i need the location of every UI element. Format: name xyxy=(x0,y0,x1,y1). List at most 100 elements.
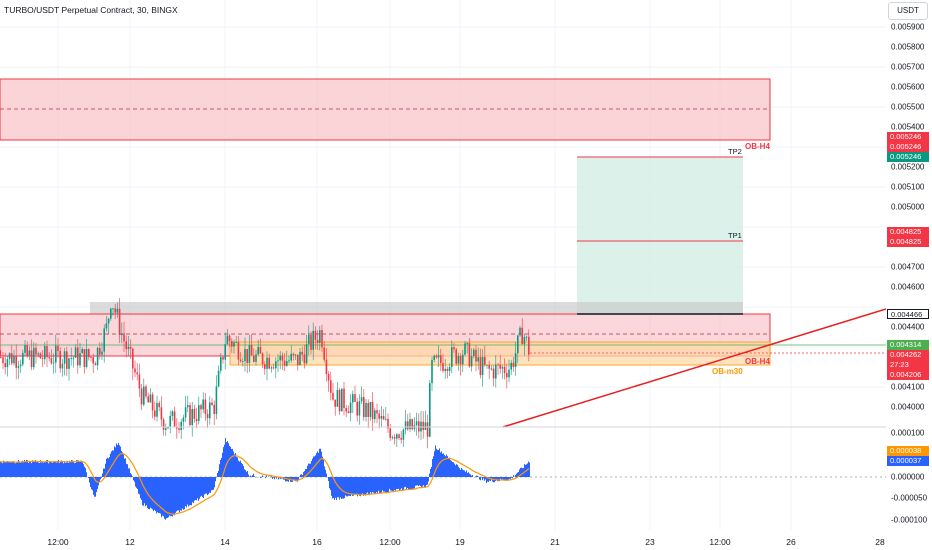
candle-body xyxy=(457,355,460,364)
histogram-bar xyxy=(213,477,214,490)
histogram-bar xyxy=(395,477,396,491)
histogram-bar xyxy=(442,453,443,477)
histogram-bar xyxy=(168,477,169,518)
histogram-bar xyxy=(242,464,243,477)
histogram-bar xyxy=(469,473,470,477)
candle-body xyxy=(327,374,330,381)
candle-body xyxy=(206,413,209,419)
chart-area[interactable]: TURBO/USDT Perpetual Contract, 30, BINGX… xyxy=(0,0,932,530)
histogram-bar xyxy=(44,462,45,477)
candle-body xyxy=(136,372,138,375)
histogram-bar xyxy=(408,477,409,490)
candle-body xyxy=(178,428,180,431)
histogram-bar xyxy=(187,477,188,505)
candle-body xyxy=(154,410,156,417)
histogram-bar xyxy=(35,460,36,477)
histogram-bar xyxy=(346,477,347,497)
histogram-bar xyxy=(399,477,400,491)
candle-body xyxy=(41,358,44,360)
histogram-bar xyxy=(251,476,252,477)
candle-body xyxy=(30,350,33,368)
symbol-title[interactable]: TURBO/USDT Perpetual Contract, 30, BINGX xyxy=(4,5,178,15)
candle-body xyxy=(116,308,119,313)
histogram-bar xyxy=(322,456,323,477)
histogram-bar xyxy=(411,477,412,489)
histogram-bar xyxy=(193,477,194,504)
histogram-bar xyxy=(130,473,131,477)
candle-body xyxy=(415,421,418,426)
candle-body xyxy=(220,357,222,371)
osc-tag-signal: 0.000038 xyxy=(887,446,929,456)
histogram-bar xyxy=(62,461,63,477)
histogram-bar xyxy=(419,477,420,486)
candle-body xyxy=(497,364,499,366)
price-tick: 0.005200 xyxy=(891,162,925,172)
candle-body xyxy=(57,345,59,352)
candle-body xyxy=(37,353,39,355)
histogram-bar xyxy=(106,458,107,477)
candle-body xyxy=(275,361,277,369)
candle-body xyxy=(231,341,233,347)
histogram-bar xyxy=(104,468,105,477)
candle-body xyxy=(356,401,358,416)
candle-body xyxy=(519,327,521,336)
histogram-bar xyxy=(159,477,160,514)
stop-box xyxy=(90,302,743,314)
histogram-bar xyxy=(428,477,429,482)
histogram-bar xyxy=(97,477,98,490)
candle-body xyxy=(228,335,231,342)
histogram-bar xyxy=(450,460,451,477)
candle-body xyxy=(503,366,506,374)
candle-body xyxy=(257,346,259,355)
histogram-bar xyxy=(199,477,200,499)
chart-canvas[interactable] xyxy=(0,0,932,530)
candle-body xyxy=(39,353,42,359)
histogram-bar xyxy=(95,477,96,497)
candle-body xyxy=(182,417,185,422)
candle-body xyxy=(411,419,413,430)
histogram-bar xyxy=(495,477,496,482)
histogram-bar xyxy=(192,477,193,503)
candle-body xyxy=(409,419,411,430)
histogram-bar xyxy=(9,462,10,477)
histogram-bar xyxy=(68,462,69,477)
price-scale[interactable]: 0.005900 0.005800 0.005700 0.005600 0.00… xyxy=(886,0,932,530)
histogram-bar xyxy=(47,459,48,477)
histogram-bar xyxy=(222,452,223,477)
histogram-bar xyxy=(508,477,509,480)
candle-body xyxy=(442,363,444,371)
histogram-bar xyxy=(91,477,92,490)
histogram-bar xyxy=(26,459,27,477)
histogram-bar xyxy=(194,477,195,501)
candle-body xyxy=(92,357,94,364)
candle-body xyxy=(169,415,171,427)
histogram-bar xyxy=(195,477,196,501)
candle-body xyxy=(323,347,325,360)
currency-button[interactable]: USDT xyxy=(888,2,928,20)
price-tag-tp2-a: 0.005246 xyxy=(887,132,929,142)
histogram-bar xyxy=(65,462,66,477)
histogram-bar xyxy=(376,477,377,493)
histogram-bar xyxy=(233,451,234,477)
histogram-bar xyxy=(273,477,274,478)
candle-body xyxy=(88,349,90,358)
histogram-bar xyxy=(153,477,154,512)
histogram-bar xyxy=(250,475,251,477)
candle-body xyxy=(2,357,4,364)
histogram-bar xyxy=(205,477,206,494)
osc-tag-hist: 0.000037 xyxy=(887,456,929,466)
histogram-bar xyxy=(200,477,201,497)
candle-body xyxy=(525,336,528,338)
histogram-bar xyxy=(502,477,503,480)
candle-body xyxy=(184,407,187,418)
histogram-bar xyxy=(361,477,362,494)
histogram-bar xyxy=(414,477,415,489)
candle-body xyxy=(468,342,471,367)
candle-body xyxy=(499,364,501,369)
histogram-bar xyxy=(239,461,240,477)
histogram-bar xyxy=(33,460,34,477)
candle-body xyxy=(268,357,270,369)
histogram-bar xyxy=(306,468,307,477)
price-tick: 0.004700 xyxy=(891,262,925,272)
histogram-bar xyxy=(75,462,76,477)
